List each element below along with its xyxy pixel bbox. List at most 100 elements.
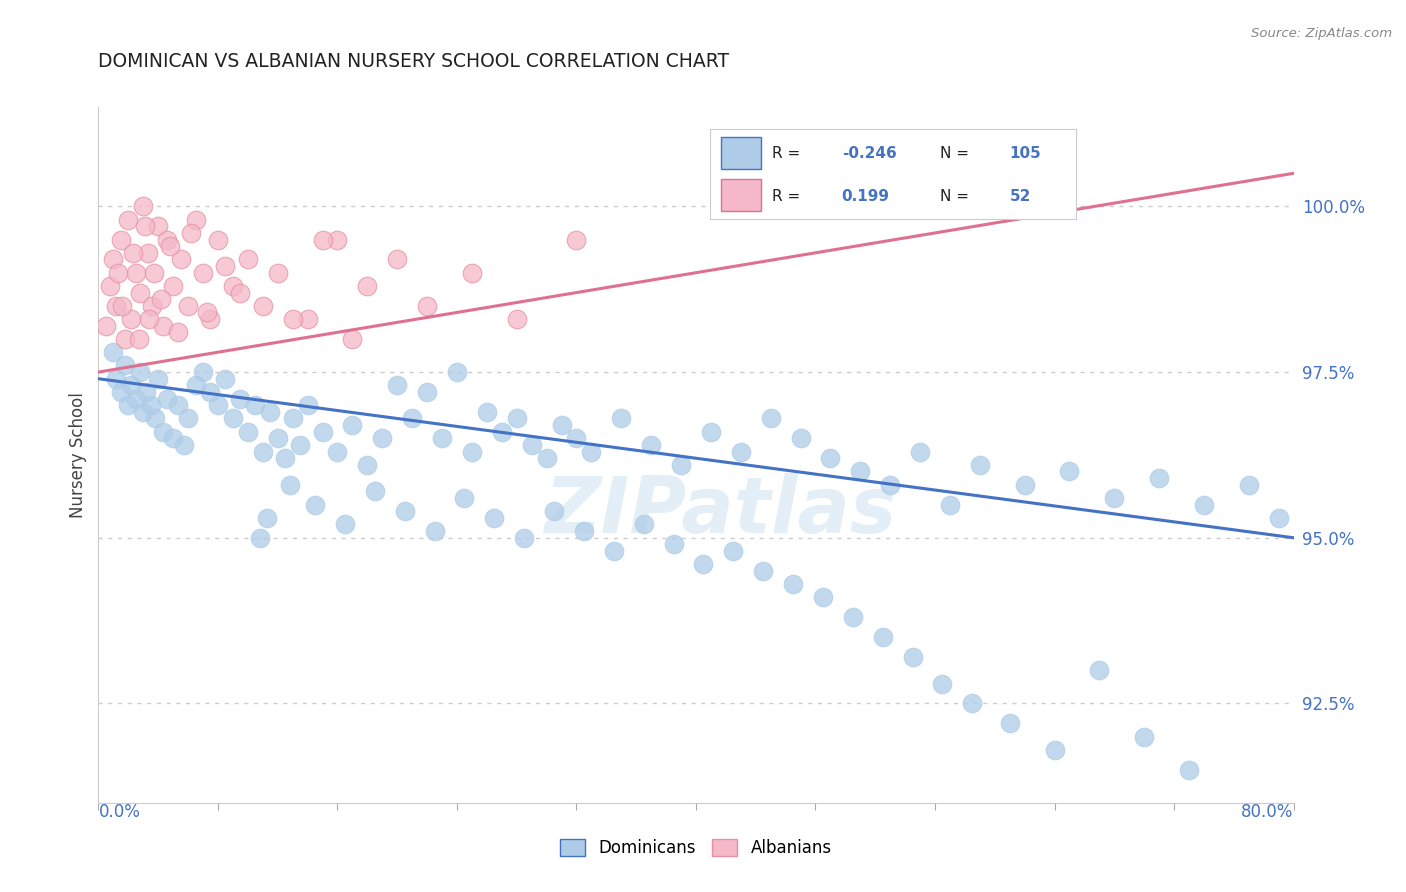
Point — [94, 318, 117, 333]
Point — [125, 392, 148, 406]
Point — [121, 245, 143, 260]
Point — [207, 233, 229, 247]
Point — [1178, 763, 1201, 777]
Point — [723, 544, 745, 558]
Text: 105: 105 — [1010, 146, 1042, 161]
Point — [326, 233, 349, 247]
Legend: Dominicans, Albanians: Dominicans, Albanians — [554, 832, 838, 864]
Point — [536, 451, 558, 466]
Point — [214, 259, 236, 273]
Point — [820, 451, 842, 466]
Point — [430, 431, 453, 445]
Point — [184, 378, 207, 392]
Point — [135, 384, 157, 399]
Point — [245, 398, 267, 412]
Point — [222, 411, 245, 425]
Point — [304, 498, 326, 512]
Point — [110, 233, 132, 247]
Point — [1102, 491, 1125, 505]
Point — [166, 398, 188, 412]
Point — [184, 212, 207, 227]
Point — [640, 438, 662, 452]
Point — [633, 517, 655, 532]
Point — [1043, 743, 1066, 757]
Text: Source: ZipAtlas.com: Source: ZipAtlas.com — [1251, 27, 1392, 40]
Point — [142, 266, 165, 280]
Point — [364, 484, 387, 499]
FancyBboxPatch shape — [721, 179, 761, 211]
Point — [356, 458, 378, 472]
Point — [491, 425, 513, 439]
Point — [169, 252, 191, 267]
Point — [120, 312, 142, 326]
Point — [506, 312, 529, 326]
Point — [132, 405, 155, 419]
Text: 0.199: 0.199 — [842, 189, 890, 203]
Point — [475, 405, 498, 419]
Point — [759, 411, 782, 425]
Point — [342, 332, 364, 346]
Text: N =: N = — [941, 146, 969, 161]
Point — [513, 531, 536, 545]
Point — [879, 477, 901, 491]
Point — [191, 266, 214, 280]
Point — [453, 491, 475, 505]
Point — [267, 266, 290, 280]
Point — [156, 392, 179, 406]
Point — [143, 411, 166, 425]
Point — [752, 564, 775, 578]
Point — [173, 438, 195, 452]
Point — [229, 392, 252, 406]
Point — [249, 531, 271, 545]
Point — [136, 245, 159, 260]
Point — [1059, 465, 1081, 479]
Point — [1147, 471, 1170, 485]
Point — [256, 511, 278, 525]
Point — [1088, 663, 1111, 677]
Point — [311, 233, 333, 247]
Point — [423, 524, 446, 538]
Point — [252, 444, 274, 458]
Point — [117, 212, 139, 227]
Point — [730, 444, 752, 458]
Point — [581, 444, 603, 458]
Point — [849, 465, 872, 479]
Point — [401, 411, 423, 425]
Point — [610, 411, 633, 425]
Point — [326, 444, 349, 458]
Point — [236, 252, 259, 267]
FancyBboxPatch shape — [721, 137, 761, 169]
Point — [132, 199, 155, 213]
Point — [603, 544, 626, 558]
Text: 52: 52 — [1010, 189, 1031, 203]
Point — [371, 431, 394, 445]
Point — [267, 431, 290, 445]
Point — [129, 285, 152, 300]
Point — [252, 299, 274, 313]
Text: R =: R = — [772, 189, 800, 203]
Point — [120, 378, 142, 392]
Point — [1133, 730, 1156, 744]
Point — [148, 372, 170, 386]
Point — [134, 219, 156, 234]
Point — [461, 266, 484, 280]
Point — [281, 411, 304, 425]
Point — [200, 384, 222, 399]
Point — [138, 312, 160, 326]
Point — [229, 285, 252, 300]
Point — [572, 524, 595, 538]
Point — [236, 425, 259, 439]
Text: DOMINICAN VS ALBANIAN NURSERY SCHOOL CORRELATION CHART: DOMINICAN VS ALBANIAN NURSERY SCHOOL COR… — [98, 53, 730, 71]
Point — [259, 405, 281, 419]
Point — [162, 431, 184, 445]
Point — [222, 279, 245, 293]
Point — [148, 219, 170, 234]
Point — [162, 279, 184, 293]
Point — [177, 299, 200, 313]
Point — [962, 697, 984, 711]
Point — [385, 378, 409, 392]
Text: 80.0%: 80.0% — [1241, 803, 1294, 821]
Point — [356, 279, 378, 293]
Point — [177, 411, 200, 425]
Text: -0.246: -0.246 — [842, 146, 897, 161]
